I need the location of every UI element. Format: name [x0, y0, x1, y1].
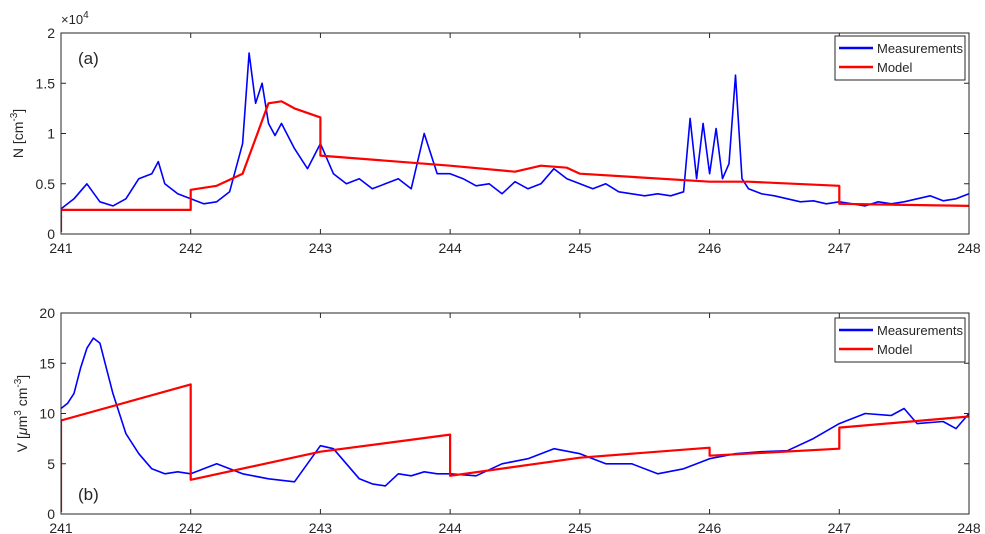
y-axis-label-sup2: -3 — [13, 378, 24, 387]
y-axis-label-unit2: cm — [14, 388, 30, 411]
y-tick-label: 15 — [39, 355, 55, 371]
x-tick-label: 247 — [828, 520, 852, 534]
x-tick-label: 246 — [698, 520, 722, 534]
legend: Measurements Model — [834, 35, 966, 81]
series-group — [61, 337, 969, 512]
panel-label: (b) — [78, 485, 99, 504]
y-axis-label-sup: -3 — [9, 112, 20, 121]
series-group — [61, 52, 969, 232]
legend-entry: Model — [877, 342, 913, 357]
y-tick-label: 20 — [39, 305, 55, 321]
series-line-measurements — [61, 52, 969, 210]
x-tick-label: 248 — [957, 520, 981, 534]
y-axis-label: N [cm-3] — [9, 109, 26, 158]
x-tick-label: 241 — [49, 240, 73, 256]
y-tick-label: 0.5 — [36, 176, 56, 192]
y-tick-label: 10 — [39, 406, 55, 422]
x-tick-label: 245 — [568, 240, 592, 256]
legend-entry: Measurements — [877, 41, 963, 56]
y-axis-label-text: V [ — [14, 435, 30, 452]
x-tick-label: 243 — [309, 520, 333, 534]
plot-area — [61, 33, 969, 234]
legend-entry: Measurements — [877, 323, 963, 338]
x-tick-label: 246 — [698, 240, 722, 256]
legend-box — [834, 35, 966, 81]
legend-entry: Model — [877, 60, 913, 75]
y-axis-label: V [μm3 cm-3] — [13, 375, 30, 452]
y-tick-label: 0 — [47, 506, 55, 522]
x-tick-label: 242 — [179, 240, 203, 256]
y-tick-label: 5 — [47, 456, 55, 472]
y-axis-label-mu: μ — [14, 427, 30, 436]
legend: Measurements Model — [834, 317, 966, 363]
y-axis-label-unit: m — [14, 416, 30, 428]
y-axis-label-end: ] — [10, 109, 26, 113]
x-tick-label: 248 — [957, 240, 981, 256]
series-line-model — [61, 383, 969, 512]
y-tick-label: 2 — [47, 25, 55, 41]
x-tick-label: 243 — [309, 240, 333, 256]
x-tick-label: 244 — [438, 520, 462, 534]
x-tick-label: 244 — [438, 240, 462, 256]
x-tick-label: 241 — [49, 520, 73, 534]
y-tick-label: 1 — [47, 126, 55, 142]
x-tick-label: 245 — [568, 520, 592, 534]
series-line-measurements — [61, 337, 969, 487]
panel-a: 241 242 243 244 245 246 247 248 0 0.5 1 1.5 2 (a) N [c… — [9, 10, 981, 256]
series-line-model — [61, 100, 969, 232]
y-tick-label: 1.5 — [36, 75, 56, 91]
y-axis-exponent-power: 4 — [83, 10, 89, 21]
y-axis-exponent-base: ×10 — [61, 12, 83, 27]
panel-b: 241 242 243 244 245 246 247 248 0 5 10 15 20 (b) V [μm… — [13, 305, 981, 534]
y-axis-exponent: ×104 — [61, 10, 89, 27]
plot-area — [61, 313, 969, 514]
y-axis-label-sup1: 3 — [13, 410, 24, 416]
y-axis-label-end: ] — [14, 375, 30, 379]
x-tick-label: 247 — [828, 240, 852, 256]
legend-box — [834, 317, 966, 363]
panel-label: (a) — [78, 49, 99, 68]
y-tick-label: 0 — [47, 226, 55, 242]
x-tick-label: 242 — [179, 520, 203, 534]
y-axis-label-text: N [cm — [10, 122, 26, 159]
